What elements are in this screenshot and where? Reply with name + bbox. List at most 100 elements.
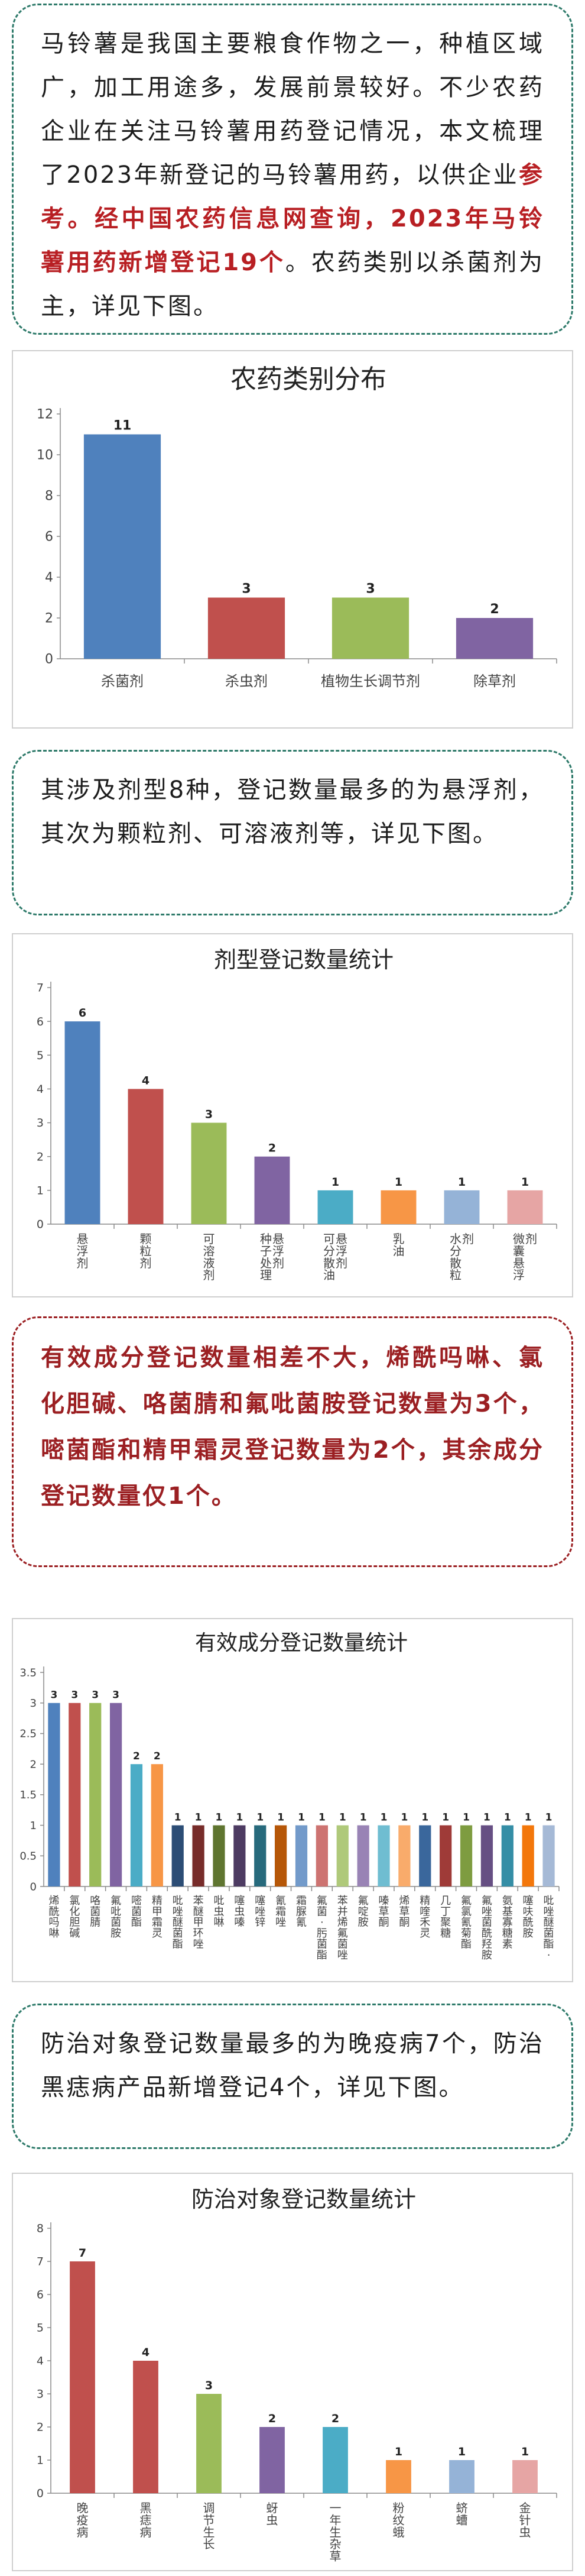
chart-dosage: 剂型登记数量统计 0 1 2 3 4 5 6 7 6 悬浮剂 4 颗粒剂 3 可溶液剂 2 种子处理悬浮剂 1 可分… [37, 947, 557, 1282]
y-tick-label: 2 [37, 2421, 44, 2434]
dosage-text: 其涉及剂型8种，登记数量最多的为悬浮剂，其次为颗粒剂、可溶液剂等，详见下图。 [41, 776, 544, 847]
y-tick-label: 0 [37, 1218, 44, 1231]
x-tick-label: 杀虫剂 [225, 673, 268, 690]
value-label: 3 [366, 582, 375, 597]
bar [332, 597, 410, 659]
x-tick-label: 噻唑锌 [255, 1895, 265, 1929]
value-label: 7 [79, 2247, 86, 2260]
value-label: 3 [92, 1690, 99, 1701]
value-label: 3 [205, 1108, 213, 1121]
value-label: 1 [545, 1812, 552, 1824]
y-tick-label: 4 [37, 2355, 44, 2368]
bar [254, 1825, 266, 1886]
x-tick-label: 吡虫啉 [213, 1895, 224, 1929]
y-tick-label: 10 [37, 448, 53, 463]
bar [70, 2261, 95, 2493]
bar [323, 2427, 348, 2493]
value-label: 1 [401, 1812, 408, 1824]
x-tick-label: 氟氯氰菊酯 [461, 1895, 472, 1950]
x-tick-label: 水分散粒剂 [450, 1232, 474, 1282]
value-label: 1 [174, 1812, 181, 1824]
intro-text: 马铃薯是我国主要粮食作物之一，种植区域广，加工用途多，发展前景较好。不少农药企业… [41, 30, 544, 189]
x-tick-label: 杀菌剂 [101, 673, 144, 690]
x-tick-label: 蛴螬 [456, 2501, 468, 2527]
value-label: 1 [504, 1812, 511, 1824]
y-tick-label: 2 [45, 611, 53, 626]
y-tick-label: 6 [37, 1015, 44, 1028]
value-label: 1 [442, 1812, 449, 1824]
bar [196, 2394, 222, 2493]
bar [151, 1764, 163, 1886]
x-tick-label: 调节生长 [203, 2501, 215, 2551]
x-tick-label: 乳油 [393, 1232, 405, 1258]
y-tick-label: 2 [30, 1758, 37, 1771]
x-tick-label: 噻呋酰胺 [523, 1895, 534, 1940]
x-tick-label: 颗粒剂 [140, 1232, 152, 1270]
y-tick-label: 8 [45, 489, 53, 504]
bar [386, 2460, 411, 2493]
value-label: 1 [360, 1812, 367, 1824]
bar [133, 2361, 158, 2493]
x-tick-label: 氰霜唑 [275, 1895, 286, 1929]
x-tick-label: 一年生杂草 [330, 2501, 342, 2564]
value-label: 2 [332, 2412, 339, 2425]
bar [378, 1825, 390, 1886]
y-tick-label: 7 [37, 982, 44, 995]
x-tick-label: 微囊悬浮剂 [513, 1232, 537, 1282]
target-text: 防治对象登记数量最多的为晚疫病7个，防治黑痣病产品新增登记4个，详见下图。 [41, 2030, 544, 2101]
value-label: 1 [195, 1812, 202, 1824]
chart-category: 农药类别分布 0 2 4 6 8 10 12 11 杀菌剂 3 杀虫剂 3 植物生长调节剂 2 除草剂 [37, 364, 557, 690]
y-tick-label: 5 [37, 2322, 44, 2335]
bar [317, 1190, 353, 1224]
bar [259, 2427, 285, 2493]
value-label: 1 [395, 1176, 402, 1189]
value-label: 3 [242, 582, 251, 597]
bar [316, 1825, 328, 1886]
value-label: 2 [268, 2412, 276, 2425]
y-tick-label: 0 [30, 1881, 37, 1893]
x-tick-label: 氟啶胺 [358, 1895, 369, 1929]
ingredient-text-box: 有效成分登记数量相差不大，烯酰吗啉、氯化胆碱、咯菌腈和氟吡菌胺登记数量为3个，嘧… [12, 1316, 573, 1567]
y-tick-label: 0.5 [20, 1850, 37, 1863]
bar [192, 1825, 204, 1886]
x-tick-label: 吡唑醚菌酯· [544, 1895, 554, 1962]
bar [69, 1703, 81, 1886]
y-tick-label: 6 [45, 530, 53, 545]
bar [512, 2460, 538, 2493]
x-tick-label: 蚜虫 [266, 2501, 278, 2527]
value-label: 1 [277, 1812, 284, 1824]
dosage-text-box: 其涉及剂型8种，登记数量最多的为悬浮剂，其次为颗粒剂、可溶液剂等，详见下图。 [12, 750, 573, 915]
bar [89, 1703, 102, 1886]
x-tick-label: 精喹禾灵 [420, 1895, 430, 1940]
chart-title: 有效成分登记数量统计 [195, 1631, 408, 1655]
bar [254, 1156, 290, 1224]
x-tick-label: 氟菌·肟菌酯 [317, 1895, 327, 1962]
bar [398, 1825, 411, 1886]
value-label: 2 [268, 1142, 276, 1155]
bar [128, 1089, 164, 1224]
y-tick-label: 3 [30, 1697, 37, 1710]
bar [480, 1825, 493, 1886]
bar [357, 1825, 369, 1886]
x-tick-label: 苯并烯氟菌唑 [337, 1895, 348, 1962]
x-tick-label: 咯菌腈 [90, 1895, 100, 1929]
bar [275, 1825, 287, 1886]
y-tick-label: 2.5 [20, 1728, 37, 1740]
chart-title: 剂型登记数量统计 [214, 947, 394, 973]
y-tick-label: 2 [37, 1150, 44, 1163]
x-tick-label: 可分散油悬浮剂 [323, 1232, 347, 1282]
x-tick-label: 氨基寡糖素 [502, 1895, 513, 1950]
value-label: 1 [256, 1812, 264, 1824]
value-label: 6 [79, 1007, 86, 1020]
bar [233, 1825, 246, 1886]
x-tick-label: 烯酰吗啉 [48, 1895, 59, 1940]
bar [444, 1190, 480, 1224]
y-tick-label: 1 [37, 1185, 44, 1198]
y-tick-label: 1.5 [20, 1789, 37, 1801]
x-tick-label: 嗪草酮 [379, 1895, 389, 1929]
bar [64, 1021, 100, 1224]
bar [460, 1825, 473, 1886]
bar [542, 1825, 555, 1886]
value-label: 1 [236, 1812, 243, 1824]
